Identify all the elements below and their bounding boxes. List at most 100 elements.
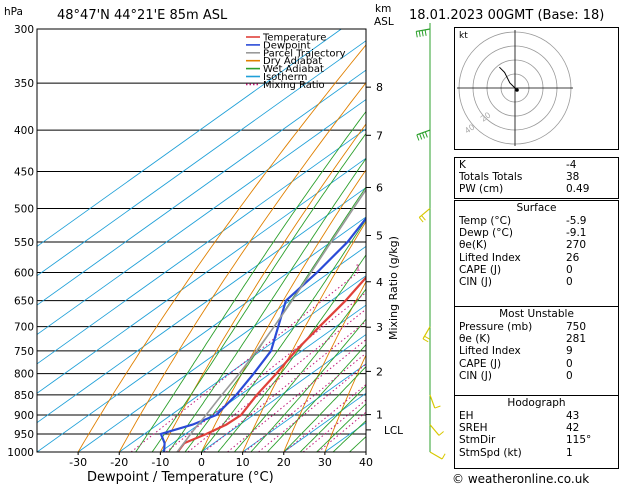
km-tick-label: 3	[376, 321, 383, 334]
isotherm-line	[160, 304, 366, 452]
wet-adiabat-line	[151, 132, 366, 452]
hodograph-row: SREH 42	[459, 422, 580, 435]
wind-barb	[418, 208, 431, 218]
wind-barb-flag	[438, 431, 444, 436]
wind-barb	[429, 394, 436, 409]
isotherm-line	[201, 333, 366, 452]
wet-adiabat-line	[299, 385, 366, 452]
dry-adiabat-line	[407, 29, 450, 452]
pressure-tick-label: 750	[14, 346, 34, 358]
pressure-tick-label: 650	[14, 296, 34, 308]
mixing-ratio-line	[187, 308, 366, 452]
mixing-ratio-line	[130, 272, 359, 452]
surface-row: CAPE (J) 0	[459, 263, 573, 276]
x-tick-label: 10	[236, 456, 250, 469]
pressure-tick-label: 400	[14, 125, 34, 137]
pressure-tick-label: 550	[14, 237, 34, 249]
mixing-ratio-label: 3	[409, 264, 414, 273]
temperature-line	[176, 275, 366, 452]
most-unstable-table: Most Unstable Pressure (mb) 750 θe (K) 281…	[454, 306, 619, 396]
surface-title: Surface	[516, 202, 557, 214]
pressure-tick-label: 1000	[7, 447, 34, 459]
wet-adiabat-line	[135, 110, 366, 452]
wind-barb-flag	[424, 29, 427, 36]
dry-adiabat-line	[77, 44, 366, 452]
wind-barb-flag	[418, 30, 421, 37]
km-unit: km	[375, 3, 392, 15]
dry-adiabat-line	[324, 354, 366, 452]
mixing-ratio-label: 6	[447, 264, 450, 273]
wind-barb-flag	[421, 215, 426, 221]
wind-barb-flag	[415, 31, 418, 38]
legend-label: Mixing Ratio	[263, 80, 325, 91]
wet-adiabat-line	[250, 318, 366, 452]
legend-label: Dry Adiabat	[263, 56, 322, 67]
mixing-ratio-line	[302, 399, 366, 452]
wind-barb-flag	[419, 133, 423, 140]
pressure-tick-label: 450	[14, 166, 34, 178]
x-tick-label: -20	[110, 456, 128, 469]
wet-adiabat-line	[234, 288, 366, 452]
most-unstable-row: θe (K) 281	[459, 333, 587, 346]
lcl-label: LCL	[384, 425, 403, 437]
wind-barb-flag	[424, 131, 428, 138]
index-row: Totals Totals 38	[459, 171, 580, 184]
surface-table: Surface Temp (°C) -5.9 Dewp (°C) -9.1 θe(K…	[454, 200, 619, 307]
x-tick-label: 40	[359, 456, 373, 469]
x-tick-label: 30	[318, 456, 332, 469]
parcel-trajectory-line	[176, 188, 366, 452]
wind-barb-flag	[422, 338, 429, 343]
pressure-tick-label: 300	[14, 24, 34, 36]
wet-adiabat-line	[184, 186, 366, 452]
wind-barb-flag	[441, 453, 446, 460]
wet-adiabat-line	[201, 218, 366, 452]
wind-barb-flag	[424, 335, 430, 340]
x-axis-title: Dewpoint / Temperature (°C)	[87, 470, 274, 485]
km-tick-label: 1	[376, 409, 383, 422]
legend-label: Dewpoint	[263, 40, 311, 51]
mixing-ratio-line	[203, 320, 366, 452]
location-title: 48°47'N 44°21'E 85m ASL	[57, 8, 228, 23]
wind-barb	[416, 129, 431, 136]
km-tick-label: 4	[376, 276, 383, 289]
km-tick-label: 7	[376, 129, 383, 142]
wet-adiabat-line	[217, 254, 366, 452]
wind-barb-flag	[416, 134, 420, 141]
isotherm-line	[37, 128, 366, 365]
indices-table: K -4 Totals Totals 38 PW (cm) 0.49	[454, 157, 619, 199]
hodograph-panel: kt 20 40	[454, 27, 619, 150]
pressure-tick-label: 850	[14, 390, 34, 402]
dry-adiabat-line	[159, 123, 366, 452]
dewpoint-line	[159, 216, 366, 452]
dry-adiabat-line	[118, 81, 366, 452]
x-tick-label: -30	[69, 456, 87, 469]
hodograph-ring-label: 40	[463, 122, 477, 135]
index-row: K -4	[459, 159, 577, 171]
hodograph-title: Hodograph	[507, 397, 566, 409]
mixing-ratio-line	[165, 291, 366, 452]
pressure-tick-label: 500	[14, 203, 34, 215]
wind-barb	[429, 451, 443, 460]
isotherm-line	[37, 69, 366, 306]
km-tick-label: 5	[376, 230, 383, 243]
asl-unit: ASL	[374, 16, 394, 28]
most-unstable-title: Most Unstable	[499, 308, 574, 320]
surface-row: θe(K) 270	[459, 239, 587, 252]
hodograph-row: EH 43	[459, 410, 580, 422]
surface-row: Dewp (°C) -9.1	[459, 227, 587, 240]
wet-adiabat-line	[168, 157, 366, 452]
isotherm-line	[37, 98, 366, 336]
wind-barb-flag	[434, 405, 441, 409]
skew-t-diagram: 1234681015202530035040045050055060065070…	[7, 23, 450, 469]
isotherm-line	[283, 392, 366, 452]
dry-adiabat-line	[283, 280, 366, 452]
km-tick-label: 2	[376, 365, 383, 378]
hodograph-trace	[499, 66, 518, 91]
mixing-ratio-line	[227, 338, 366, 452]
legend-label: Temperature	[262, 33, 326, 44]
pressure-tick-label: 350	[14, 78, 34, 90]
wet-adiabat-line	[266, 343, 366, 452]
dry-adiabat-line	[242, 220, 366, 452]
